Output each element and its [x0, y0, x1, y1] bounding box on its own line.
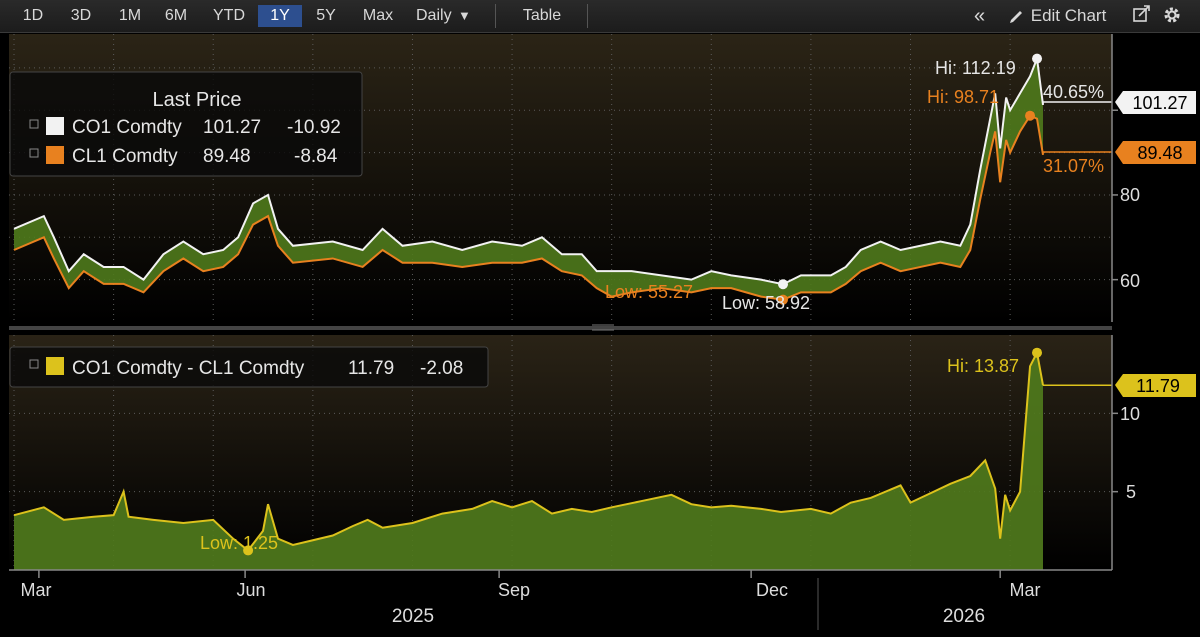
co1-change-value: -10.92	[287, 117, 341, 138]
range-1m-button[interactable]: 1M	[118, 7, 142, 24]
cl1-swatch	[46, 146, 64, 164]
cl1-percent-change-label: 31.07%	[1043, 156, 1104, 176]
spread-last-tag: 11.79	[1115, 374, 1196, 397]
gear-icon	[1164, 7, 1180, 23]
cl1-high-label: Hi: 98.71	[927, 87, 999, 107]
cl1-change-value: -8.84	[294, 146, 338, 167]
x-tick-label-mar: Mar	[21, 580, 52, 600]
spread-change-value: -2.08	[420, 358, 463, 379]
x-tick-label-dec: Dec	[756, 580, 788, 600]
y-tick-label-80: 80	[1120, 185, 1140, 205]
collapse-icon[interactable]: «	[974, 5, 986, 27]
cl1-high-marker	[1025, 110, 1036, 121]
toolbar-divider	[495, 4, 496, 28]
toolbar-divider	[587, 4, 588, 28]
cl1-line	[13, 114, 1044, 301]
co1-low-marker	[778, 279, 789, 290]
export-button[interactable]	[1132, 5, 1154, 27]
cl1-price-tag-text: 89.48	[1137, 143, 1182, 163]
co1-percent-change-label: 40.65%	[1043, 82, 1104, 102]
legend-toggle[interactable]	[29, 359, 39, 369]
spread-swatch	[46, 357, 64, 375]
x-tick-label-mar: Mar	[1010, 580, 1041, 600]
legend-title: Last Price	[153, 89, 242, 111]
last-price-legend[interactable]: Last Price CO1 Comdty 101.27 -10.92 CL1 …	[9, 71, 363, 177]
co1-low-label: Low: 58.92	[722, 293, 810, 313]
cl1-last-price-tag: 89.48	[1115, 141, 1196, 164]
year-label-2025: 2025	[392, 606, 434, 627]
price-chart: Last Price CO1 Comdty 101.27 -10.92 CL1 …	[9, 34, 1196, 630]
cl1-low-marker	[778, 294, 789, 305]
frequency-label: Daily	[416, 7, 452, 24]
co1-high-marker	[1032, 53, 1043, 64]
pencil-icon	[1010, 11, 1022, 23]
range-1y-button[interactable]: 1Y	[258, 5, 302, 27]
range-1d-button[interactable]: 1D	[22, 7, 44, 24]
spread-low-marker	[243, 545, 254, 556]
co1-line	[13, 58, 1044, 286]
co1-last-value: 101.27	[203, 117, 261, 138]
co1-last-leader	[1042, 101, 1112, 105]
spread-legend[interactable]: CO1 Comdty - CL1 Comdty 11.79 -2.08	[9, 346, 489, 388]
co1-last-price-tag: 101.27	[1115, 91, 1196, 114]
spread-high-label: Hi: 13.87	[947, 356, 1019, 376]
spread-line	[13, 349, 1044, 552]
edit-chart-button[interactable]: Edit Chart	[1008, 5, 1126, 27]
year-label-2026: 2026	[943, 606, 985, 627]
range-ytd-button[interactable]: YTD	[213, 7, 245, 24]
range-3d-button[interactable]: 3D	[70, 7, 92, 24]
y-tick-label-60: 60	[1120, 271, 1140, 291]
co1-price-tag-text: 101.27	[1132, 93, 1187, 113]
spread-series-name: CO1 Comdty - CL1 Comdty	[72, 358, 305, 379]
frequency-dropdown[interactable]: Daily ▼	[408, 5, 496, 27]
cl1-low-label: Low: 55.27	[605, 282, 693, 302]
chevron-down-icon: ▼	[458, 8, 471, 23]
cl1-series-name: CL1 Comdty	[72, 146, 178, 167]
spread-band-fill	[14, 58, 1043, 300]
spread-tag-text: 11.79	[1136, 376, 1180, 396]
x-tick-label-sep: Sep	[498, 580, 530, 600]
top-panel-marks	[13, 53, 1112, 305]
table-button[interactable]: Table	[522, 7, 562, 24]
legend-toggle[interactable]	[29, 148, 39, 158]
y-tick-label-5: 5	[1126, 482, 1136, 502]
settings-button[interactable]	[1162, 5, 1184, 27]
co1-high-label: Hi: 112.19	[935, 58, 1016, 78]
range-max-button[interactable]: Max	[362, 7, 394, 24]
chart-toolbar: 1D 3D 1M 6M YTD 1Y 5Y Max Daily ▼ Table …	[0, 0, 1200, 33]
range-5y-button[interactable]: 5Y	[316, 7, 336, 24]
co1-series-name: CO1 Comdty	[72, 117, 182, 138]
spread-high-marker	[1032, 347, 1043, 358]
co1-swatch	[46, 117, 64, 135]
export-icon	[1133, 5, 1150, 22]
cl1-last-value: 89.48	[203, 146, 251, 167]
bottom-panel-marks	[13, 347, 1112, 570]
spread-last-value: 11.79	[348, 358, 394, 379]
spread-low-label: Low: 1.25	[200, 533, 278, 553]
range-6m-button[interactable]: 6M	[164, 7, 188, 24]
y-tick-label-10: 10	[1120, 404, 1140, 424]
cl1-last-leader	[1042, 151, 1112, 155]
edit-chart-label: Edit Chart	[1030, 6, 1107, 25]
legend-toggle[interactable]	[29, 119, 39, 129]
x-tick-label-jun: Jun	[236, 580, 265, 600]
